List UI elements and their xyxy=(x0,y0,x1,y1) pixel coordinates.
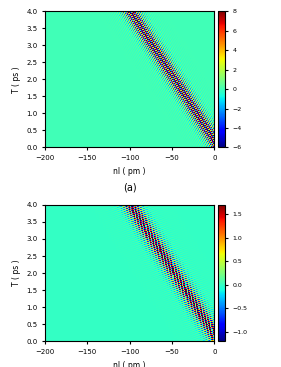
X-axis label: nl ( pm ): nl ( pm ) xyxy=(114,360,146,367)
Text: (a): (a) xyxy=(123,183,137,193)
Y-axis label: T ( ps ): T ( ps ) xyxy=(12,66,21,92)
Y-axis label: T ( ps ): T ( ps ) xyxy=(12,260,21,286)
X-axis label: nl ( pm ): nl ( pm ) xyxy=(114,167,146,176)
